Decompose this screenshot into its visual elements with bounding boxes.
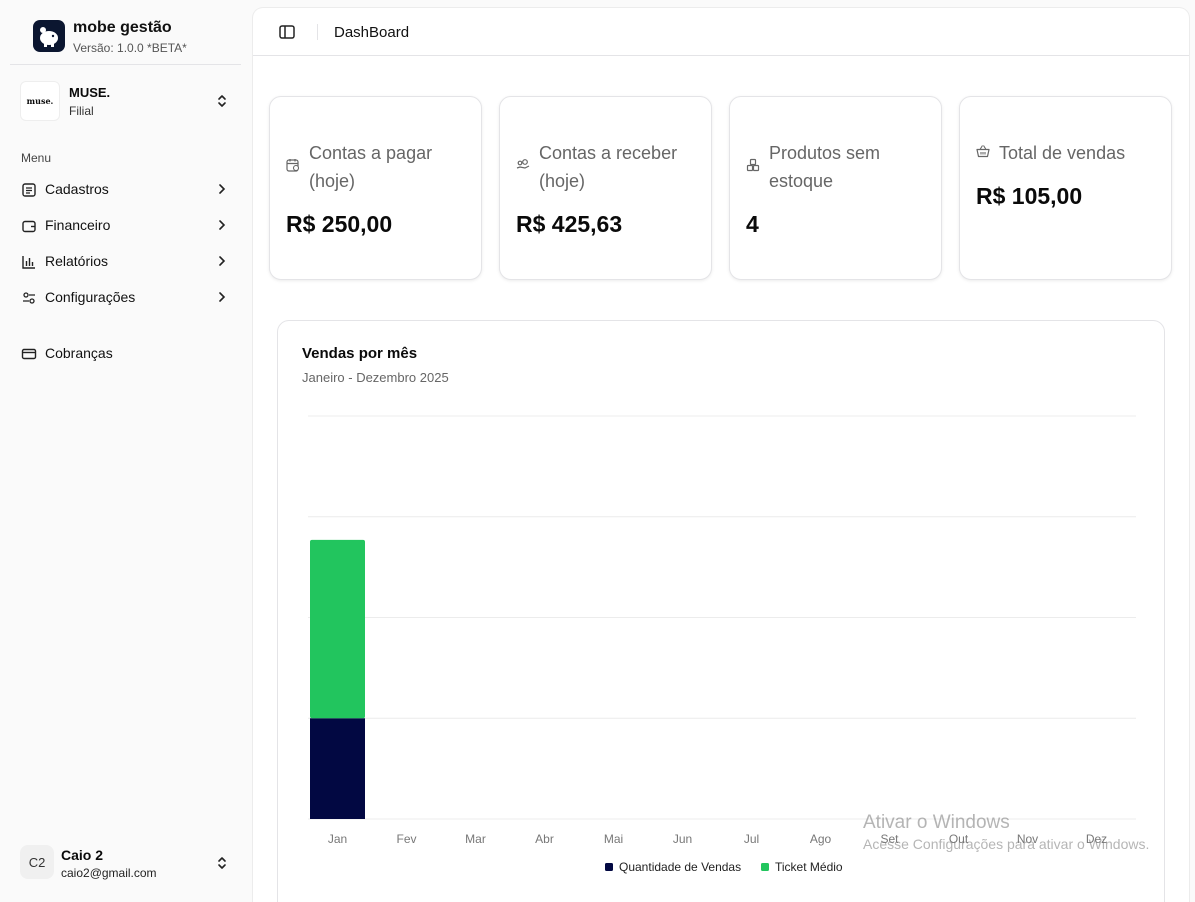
card-title: Produtos sem estoque — [769, 143, 881, 191]
chevron-right-icon — [219, 184, 226, 194]
user-menu[interactable]: C2 Caio 2 caio2@gmail.com — [10, 838, 241, 888]
sidebar-item-cadastros[interactable]: Cadastros — [10, 173, 241, 205]
credit-card-icon — [21, 348, 37, 360]
x-tick-label: Jul — [744, 832, 759, 846]
x-tick-label: Mar — [465, 832, 486, 846]
hand-coins-icon — [516, 159, 530, 169]
sidebar-item-label: Configurações — [45, 289, 136, 305]
chart-card: Vendas por mês Janeiro - Dezembro 2025 J… — [277, 320, 1165, 902]
user-email: caio2@gmail.com — [61, 866, 157, 880]
chevron-right-icon — [219, 220, 226, 230]
chevron-right-icon — [219, 292, 226, 302]
chart-title: Vendas por mês — [302, 345, 418, 362]
x-tick-label: Jan — [328, 832, 347, 846]
sidebar-item-label: Relatórios — [45, 253, 109, 269]
bar-jan-series-0[interactable] — [310, 718, 365, 819]
sidebar-item-relatorios[interactable]: Relatórios — [10, 245, 241, 277]
card-contas-a-receber: Contas a receber (hoje) R$ 425,63 — [499, 96, 712, 280]
x-tick-label: Set — [880, 832, 899, 846]
x-tick-label: Mai — [604, 832, 623, 846]
page-title: DashBoard — [334, 24, 410, 41]
legend-label: Ticket Médio — [775, 860, 843, 874]
windows-watermark-text: Acesse Configurações para ativar o Windo… — [863, 836, 1150, 852]
card-value: R$ 425,63 — [516, 211, 623, 237]
sidebar-item-configuracoes[interactable]: Configurações — [10, 281, 241, 313]
list-icon — [22, 183, 36, 197]
org-subtitle: Filial — [69, 104, 94, 118]
sidebar-item-label: Cobranças — [45, 345, 113, 361]
sidebar-item-financeiro[interactable]: Financeiro — [10, 209, 241, 241]
x-tick-label: Abr — [535, 832, 554, 846]
x-tick-label: Dez — [1086, 832, 1107, 846]
brand-version: Versão: 1.0.0 *BETA* — [73, 41, 187, 55]
piggy-bank-icon — [33, 20, 65, 52]
calendar-clock-icon — [286, 159, 300, 172]
legend-swatch — [761, 863, 769, 871]
chart-subtitle: Janeiro - Dezembro 2025 — [302, 370, 449, 385]
avatar: C2 — [20, 845, 54, 879]
top-bar: DashBoard — [253, 8, 1189, 56]
sales-bar-chart: Jan Fev Mar Abr Mai Jun Jul Ago Set Out Nov Dez Quan… — [308, 415, 1136, 874]
sidebar-item-cobrancas[interactable]: Cobranças — [10, 337, 241, 369]
sidebar-item-label: Cadastros — [45, 181, 109, 197]
card-produtos-sem-estoque: Produtos sem estoque 4 — [729, 96, 942, 280]
bar-jan-series-1[interactable] — [310, 539, 365, 719]
sidebar-item-label: Financeiro — [45, 217, 111, 233]
bar-chart-icon — [22, 256, 35, 269]
card-value: R$ 250,00 — [286, 211, 393, 237]
card-value: R$ 105,00 — [976, 183, 1083, 209]
sidebar-toggle-icon[interactable] — [277, 22, 297, 42]
settings-icon — [23, 292, 35, 304]
chevrons-up-down-icon — [218, 857, 226, 869]
x-tick-label: Fev — [396, 832, 416, 846]
x-tick-label: Ago — [810, 832, 832, 846]
card-title: Contas a pagar (hoje) — [309, 143, 433, 191]
boxes-icon — [746, 158, 760, 172]
main-content: DashBoard Contas a pagar (hoje) R$ 250,00… — [253, 8, 1189, 902]
brand-header[interactable]: mobe gestão Versão: 1.0.0 *BETA* — [10, 8, 241, 65]
org-name: MUSE. — [69, 85, 111, 100]
brand-name: mobe gestão — [73, 19, 172, 36]
legend-swatch — [605, 863, 613, 871]
card-value: 4 — [746, 211, 759, 237]
divider — [317, 24, 318, 40]
shopping-basket-icon — [976, 145, 990, 158]
wallet-icon — [22, 220, 36, 233]
legend-label: Quantidade de Vendas — [619, 860, 741, 874]
org-logo: muse. — [20, 81, 60, 121]
card-title: Total de vendas — [999, 143, 1126, 163]
org-switcher[interactable]: muse. MUSE. Filial — [10, 76, 241, 126]
x-tick-label: Out — [949, 832, 969, 846]
card-total-de-vendas: Total de vendas R$ 105,00 — [959, 96, 1172, 280]
x-tick-label: Jun — [673, 832, 692, 846]
chevron-right-icon — [219, 256, 226, 266]
menu-label: Menu — [21, 151, 52, 165]
user-name: Caio 2 — [61, 847, 104, 863]
sidebar: mobe gestão Versão: 1.0.0 *BETA* muse. M… — [0, 0, 253, 902]
card-contas-a-pagar: Contas a pagar (hoje) R$ 250,00 — [269, 96, 482, 280]
card-title: Contas a receber (hoje) — [539, 143, 678, 191]
x-tick-label: Nov — [1017, 832, 1038, 846]
windows-watermark-title: Ativar o Windows — [863, 812, 1010, 833]
chevrons-up-down-icon — [218, 95, 226, 107]
